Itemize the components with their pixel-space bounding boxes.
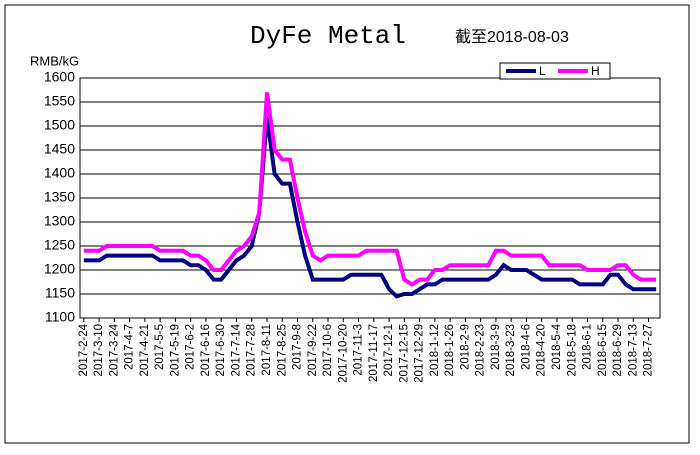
y-axis-label: RMB/kG <box>30 53 79 68</box>
x-tick-label: 2018-1-26 <box>444 324 456 376</box>
x-tick-label: 2018-6-15 <box>597 324 609 376</box>
series-line <box>83 92 657 287</box>
x-tick-label: 2017-3-24 <box>108 323 120 376</box>
x-tick-label: 2017-11-17 <box>368 324 380 382</box>
x-tick-label: 2017-11-3 <box>353 324 365 376</box>
x-tick-label: 2018-6-1 <box>582 324 594 370</box>
legend-box <box>499 62 611 80</box>
x-tick-label: 2018-4-20 <box>536 324 548 376</box>
x-tick-label: 2018-7-13 <box>627 324 639 376</box>
x-tick-label: 2017-6-30 <box>215 324 227 376</box>
x-tick-label: 2017-12-29 <box>414 324 426 383</box>
x-tick-label: 2017-4-7 <box>124 324 136 370</box>
x-tick-label: 2018-6-29 <box>612 324 624 376</box>
x-tick-label: 2017-7-28 <box>246 324 258 376</box>
x-tick-label: 2017-8-11 <box>261 324 273 376</box>
y-tick-label: 1550 <box>44 93 75 109</box>
y-tick-label: 1600 <box>44 69 75 85</box>
y-tick-label: 1500 <box>44 117 75 133</box>
x-tick-label: 2017-8-25 <box>276 324 288 376</box>
x-tick-label: 2017-5-19 <box>169 324 181 376</box>
y-tick-label: 1250 <box>44 237 75 253</box>
x-tick-label: 2017-12-15 <box>398 324 410 383</box>
x-tick-label: 2017-5-5 <box>154 324 166 370</box>
x-tick-label: 2018-5-4 <box>551 323 563 370</box>
series-line <box>83 116 657 299</box>
chart-title: DyFe Metal <box>250 21 406 51</box>
y-tick-label: 1400 <box>44 165 75 181</box>
x-tick-label: 2017-6-16 <box>200 324 212 376</box>
x-tick-label: 2017-10-20 <box>337 324 349 383</box>
x-tick-label: 2017-10-6 <box>322 324 334 376</box>
x-tick-label: 2018-3-9 <box>490 324 502 370</box>
x-tick-label: 2017-3-10 <box>93 324 105 376</box>
y-tick-label: 1100 <box>45 309 75 325</box>
x-tick-label: 2018-7-27 <box>643 324 655 376</box>
x-tick-label: 2018-2-9 <box>459 324 471 370</box>
x-tick-label: 2017-9-22 <box>307 324 319 376</box>
x-tick-label: 2017-4-21 <box>139 324 151 376</box>
x-tick-label: 2018-1-12 <box>429 324 441 376</box>
x-tick-label: 2017-9-8 <box>292 324 304 370</box>
x-tick-label: 2017-12-1 <box>383 324 395 376</box>
y-tick-label: 1350 <box>44 189 75 205</box>
x-tick-label: 2017-2-24 <box>78 323 90 376</box>
chart-subtitle: 截至2018-08-03 <box>455 28 569 46</box>
y-tick-label: 1300 <box>44 213 75 229</box>
legend-label: H <box>591 64 600 78</box>
x-tick-label: 2018-5-18 <box>566 324 578 376</box>
x-tick-label: 2017-6-2 <box>185 324 197 370</box>
y-tick-label: 1200 <box>44 261 75 277</box>
y-tick-label: 1150 <box>45 285 75 301</box>
x-tick-label: 2018-4-6 <box>520 324 532 370</box>
x-tick-label: 2018-2-23 <box>475 324 487 376</box>
legend-label: L <box>539 64 546 78</box>
x-tick-label: 2018-3-23 <box>505 324 517 376</box>
x-tick-label: 2017-7-14 <box>230 323 242 376</box>
y-tick-label: 1450 <box>44 141 75 157</box>
